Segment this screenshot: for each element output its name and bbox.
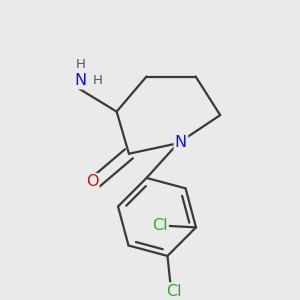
Text: N: N bbox=[175, 135, 187, 150]
Text: H: H bbox=[76, 58, 85, 71]
Text: H: H bbox=[92, 74, 102, 87]
Text: Cl: Cl bbox=[152, 218, 168, 233]
Text: Cl: Cl bbox=[166, 284, 182, 298]
Text: N: N bbox=[74, 73, 87, 88]
Text: O: O bbox=[86, 174, 98, 189]
